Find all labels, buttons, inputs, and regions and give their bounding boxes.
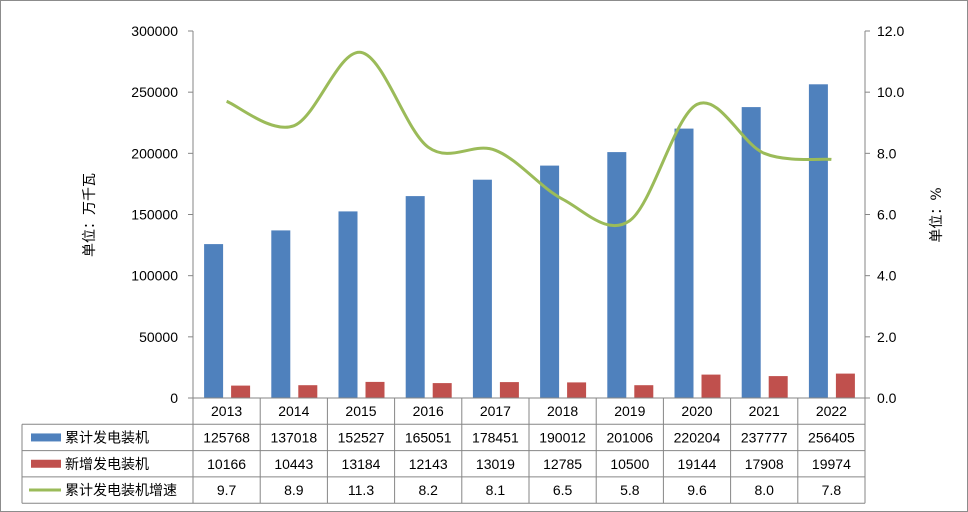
cumulative-bar-2019 — [607, 152, 627, 398]
cumulative-bar-2016 — [405, 196, 425, 398]
new-bar-2020 — [701, 374, 721, 398]
left-tick-label: 200000 — [131, 145, 178, 161]
left-tick-label: 0 — [170, 390, 178, 406]
new-bar-2022 — [835, 373, 855, 398]
legend-key-new — [31, 459, 61, 468]
data-label-2-2016: 8.2 — [418, 482, 438, 498]
right-tick-label: 8.0 — [877, 145, 897, 161]
new-bar-2018 — [567, 382, 587, 398]
cumulative-bar-2022 — [808, 84, 828, 399]
category-label-2017: 2017 — [480, 403, 511, 419]
left-axis-ticks: 0 50000 100000 150000 200000 250000 300000 — [131, 23, 193, 406]
cumulative-bar-2015 — [338, 211, 358, 398]
data-label-0-2022: 256405 — [808, 429, 855, 445]
category-label-2021: 2021 — [749, 403, 780, 419]
right-axis-ticks: 0.0 2.0 4.0 6.0 8.0 10.0 12.0 — [865, 23, 904, 406]
data-label-0-2017: 178451 — [472, 429, 519, 445]
cumulative-bar-2013 — [204, 244, 224, 398]
right-tick-label: 12.0 — [877, 23, 904, 39]
left-tick-label: 50000 — [139, 329, 178, 345]
data-label-0-2016: 165051 — [405, 429, 452, 445]
new-bar-2019 — [634, 385, 654, 398]
data-label-1-2016: 12143 — [409, 456, 448, 472]
legend-label-0: 累计发电装机 — [65, 429, 149, 445]
right-tick-label: 0.0 — [877, 390, 897, 406]
data-label-0-2020: 220204 — [674, 429, 721, 445]
cumulative-bar-2014 — [271, 230, 291, 398]
category-label-2019: 2019 — [614, 403, 645, 419]
right-tick-label: 10.0 — [877, 84, 904, 100]
new-bar-2015 — [365, 381, 385, 398]
right-axis-label: 单位：% — [929, 187, 945, 242]
data-label-1-2015: 13184 — [342, 456, 381, 472]
data-label-1-2013: 10166 — [207, 456, 246, 472]
legend-label-2: 累计发电装机增速 — [65, 482, 177, 498]
data-table: 2013 2014 2015 2016 2017 2018 2019 2020 2021 2022… — [21, 397, 866, 504]
new-bar-2017 — [499, 382, 519, 398]
category-label-2020: 2020 — [681, 403, 712, 419]
category-label-2013: 2013 — [211, 403, 242, 419]
cumulative-bar-2018 — [540, 165, 560, 398]
data-label-1-2022: 19974 — [812, 456, 851, 472]
data-label-0-2019: 201006 — [606, 429, 653, 445]
data-label-0-2018: 190012 — [539, 429, 586, 445]
category-label-2014: 2014 — [278, 403, 309, 419]
category-label-2016: 2016 — [413, 403, 444, 419]
axes-layer — [192, 31, 866, 398]
left-tick-label: 250000 — [131, 84, 178, 100]
data-label-1-2018: 12785 — [543, 456, 582, 472]
data-label-2-2015: 11.3 — [348, 482, 374, 498]
new-bar-2021 — [768, 376, 788, 398]
line-layer — [225, 50, 832, 228]
cumulative-bar-2021 — [741, 107, 761, 398]
cumulative-bar-2020 — [674, 128, 694, 398]
data-label-2-2013: 9.7 — [217, 482, 237, 498]
category-label-2022: 2022 — [816, 403, 847, 419]
data-label-1-2020: 19144 — [678, 456, 717, 472]
growth-rate-line — [225, 50, 832, 228]
legend-key-cumulative — [31, 433, 61, 442]
category-label-2015: 2015 — [345, 403, 376, 419]
data-label-2-2021: 8.0 — [754, 482, 774, 498]
data-label-1-2017: 13019 — [476, 456, 515, 472]
new-bar-2013 — [231, 385, 251, 398]
data-label-2-2019: 5.8 — [620, 482, 640, 498]
data-label-2-2014: 8.9 — [284, 482, 304, 498]
data-label-0-2013: 125768 — [203, 429, 250, 445]
data-label-0-2014: 137018 — [270, 429, 317, 445]
data-label-0-2015: 152527 — [338, 429, 385, 445]
data-label-2-2018: 6.5 — [553, 482, 573, 498]
category-label-2018: 2018 — [547, 403, 578, 419]
cumulative-bar-2017 — [472, 179, 492, 398]
left-tick-label: 100000 — [131, 268, 178, 284]
left-tick-label: 300000 — [131, 23, 178, 39]
right-tick-label: 6.0 — [877, 207, 897, 223]
left-tick-label: 150000 — [131, 207, 178, 223]
data-label-2-2022: 7.8 — [822, 482, 842, 498]
data-label-1-2014: 10443 — [274, 456, 313, 472]
bars-layer — [204, 84, 855, 399]
right-tick-label: 2.0 — [877, 329, 897, 345]
new-bar-2016 — [432, 383, 452, 398]
data-label-2-2020: 9.6 — [687, 482, 707, 498]
legend-label-1: 新增发电装机 — [65, 456, 149, 472]
data-label-1-2019: 10500 — [610, 456, 649, 472]
data-label-0-2021: 237777 — [741, 429, 788, 445]
new-bar-2014 — [298, 385, 318, 398]
data-label-1-2021: 17908 — [745, 456, 784, 472]
right-tick-label: 4.0 — [877, 268, 897, 284]
data-label-2-2017: 8.1 — [486, 482, 506, 498]
left-axis-label: 单位：万千瓦 — [82, 173, 98, 257]
